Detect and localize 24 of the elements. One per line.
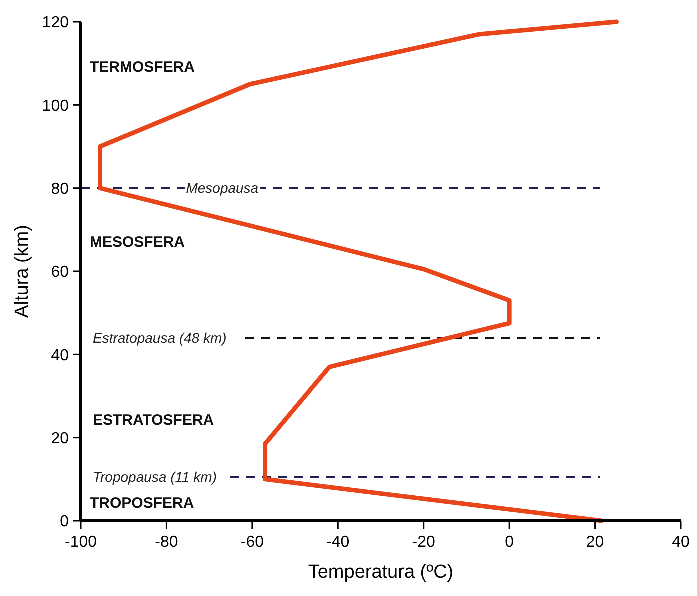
- annotation: TROPOSFERA: [90, 495, 194, 512]
- x-tick-label: 20: [586, 534, 604, 551]
- y-tick-label: 0: [60, 514, 70, 531]
- x-tick-label: -40: [326, 534, 350, 551]
- ref-line-label: Estratopausa (48 km): [93, 330, 227, 346]
- ref-line-label: Tropopausa (11 km): [93, 469, 217, 486]
- y-tick-label: 120: [42, 14, 70, 32]
- x-axis-title: Temperatura (ºC): [308, 562, 454, 583]
- y-tick-label: 40: [51, 347, 70, 364]
- annotation: ESTRATOSFERA: [93, 412, 214, 429]
- x-tick-label: 40: [672, 534, 690, 551]
- x-tick-label: -100: [64, 534, 98, 551]
- y-tick-label: 100: [42, 98, 70, 115]
- y-tick-label: 80: [51, 180, 70, 198]
- y-tick-label: 20: [51, 430, 70, 448]
- x-tick-label: 0: [505, 534, 514, 551]
- y-tick-label: 60: [51, 264, 70, 282]
- ref-line-label: Mesopausa: [186, 180, 259, 196]
- y-axis-title: Altura (km): [12, 225, 33, 318]
- x-tick-label: -60: [240, 534, 264, 551]
- x-tick-label: -20: [412, 534, 436, 551]
- x-tick-label: -80: [155, 534, 178, 551]
- annotation: MESOSFERA: [90, 234, 186, 251]
- annotation: TERMOSFERA: [90, 59, 196, 76]
